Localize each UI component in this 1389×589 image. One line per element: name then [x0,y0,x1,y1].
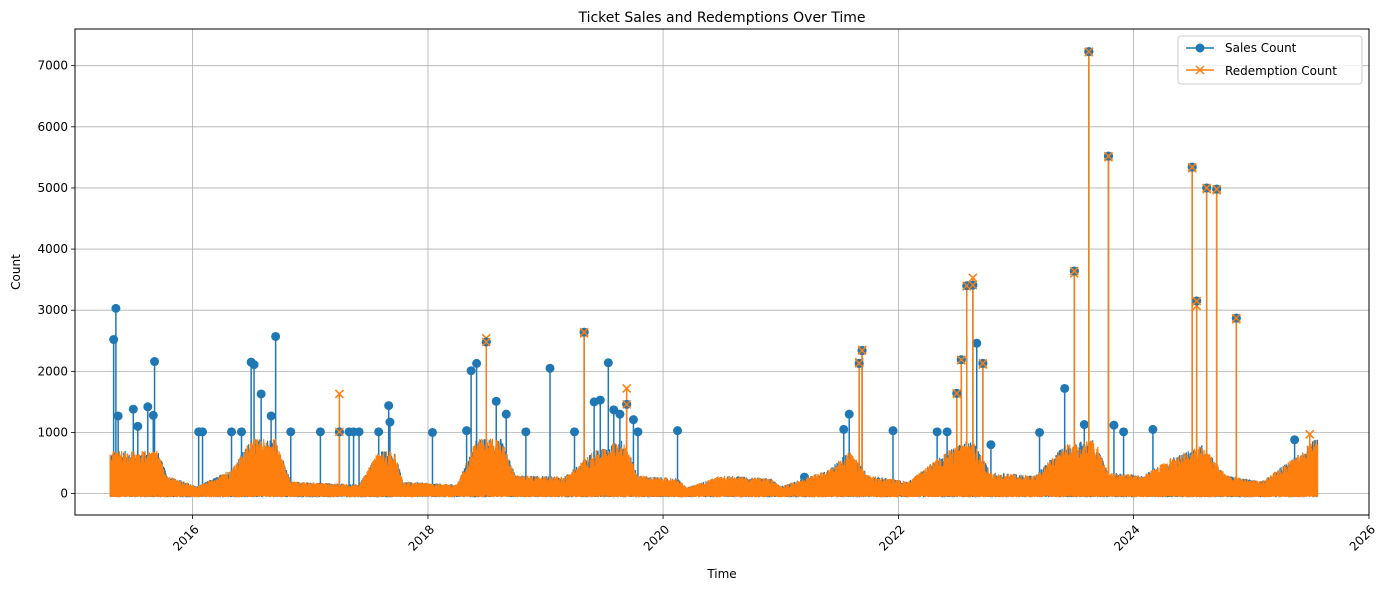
y-tick-label: 4000 [37,242,68,256]
sales-point [384,401,394,411]
redemption-point-overlap [1187,162,1197,172]
redemption-point-overlap [1103,151,1113,161]
sales-point [1119,427,1129,437]
sales-point [545,363,555,373]
sales-point [237,427,247,437]
redemption-point-overlap [1084,47,1094,57]
redemption-point-overlap [1231,313,1241,323]
sales-point [1035,427,1045,437]
legend: Sales Count Redemption Count [1177,35,1363,85]
x-axis-label: Time [706,567,736,581]
legend-sales-marker [1195,43,1205,53]
sales-point [462,426,472,436]
redemption-point-overlap [952,388,962,398]
plot-area [75,29,1369,515]
sales-point [133,421,143,431]
sales-point [1109,420,1119,430]
sales-point [603,358,613,368]
y-tick-label: 6000 [37,120,68,134]
sales-point [315,427,325,437]
redemption-line [109,438,1319,498]
sales-point [271,331,281,341]
redemption-point-overlap [1202,183,1212,193]
sales-point [148,410,158,420]
plot-frame [74,28,1370,516]
sales-point [354,427,364,437]
redemption-point-overlap [978,358,988,368]
sales-point [844,409,854,419]
redemption-point-overlap [481,337,491,347]
sales-point [570,427,580,437]
legend-sales-label: Sales Count [1225,41,1297,55]
redemption-point-overlap [968,280,978,290]
sales-point [972,338,982,348]
sales-point [615,409,625,419]
sales-point [143,402,153,412]
sales-point [521,427,531,437]
y-tick-label: 1000 [37,425,68,439]
grid [75,29,1370,515]
sales-point [1148,424,1158,434]
legend-redemption-marker [1195,65,1205,75]
sales-point [466,366,476,376]
sales-point [1079,420,1089,430]
sales-point [150,357,160,367]
y-tick-label: 3000 [37,303,68,317]
sales-point [286,427,296,437]
redemption-point-overlap [334,427,344,437]
sales-point [111,303,121,313]
redemption-point-overlap [1192,296,1202,306]
y-tick-label: 2000 [37,364,68,378]
redemption-point-overlap [1069,266,1079,276]
sales-point [113,411,123,421]
legend-box [1177,35,1363,85]
sales-point [501,409,511,419]
sales-point [1060,383,1070,393]
sales-point [633,427,643,437]
legend-redemption-label: Redemption Count [1225,64,1337,78]
y-tick-label: 5000 [37,181,68,195]
y-axis: 0 1000 2000 3000 4000 5000 6000 7000 [37,59,75,501]
sales-point [628,415,638,425]
redemption-point-overlap [854,358,864,368]
sales-point [427,427,437,437]
sales-point [942,427,952,437]
y-tick-label: 7000 [37,59,68,73]
redemption-point-overlap [579,327,589,337]
sales-point [109,335,119,345]
sales-point [472,358,482,368]
redemption-point-overlap [622,399,632,409]
redemption-point [334,389,344,399]
sales-point [266,411,276,421]
sales-point [385,417,395,427]
sales-point [839,424,849,434]
sales-point [986,440,996,450]
sales-point [249,360,259,370]
sales-point [932,427,942,437]
chart-title: Ticket Sales and Redemptions Over Time [577,10,865,26]
redemption-point [1305,429,1315,439]
sales-point [128,404,138,414]
redemption-point-overlap [1212,184,1222,194]
sales-point [374,427,384,437]
y-tick-label: 0 [60,487,68,501]
sales-point [888,426,898,436]
redemption-point-overlap [956,355,966,365]
sales-point [1290,435,1300,445]
redemption-point-overlap [857,346,867,356]
sales-point [491,396,501,406]
series-redemption-count [109,47,1319,498]
sales-point [595,395,605,405]
sales-point [198,427,208,437]
redemption-point [622,383,632,393]
y-axis-label: Count [9,254,23,290]
sales-point [256,389,266,399]
redemption-point [968,273,978,283]
sales-point [227,427,237,437]
sales-point [673,426,683,436]
